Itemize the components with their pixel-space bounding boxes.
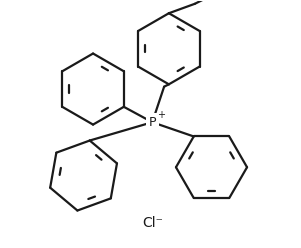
Text: Cl⁻: Cl⁻ <box>142 216 163 230</box>
Text: +: + <box>157 110 165 120</box>
Text: P: P <box>148 116 156 129</box>
